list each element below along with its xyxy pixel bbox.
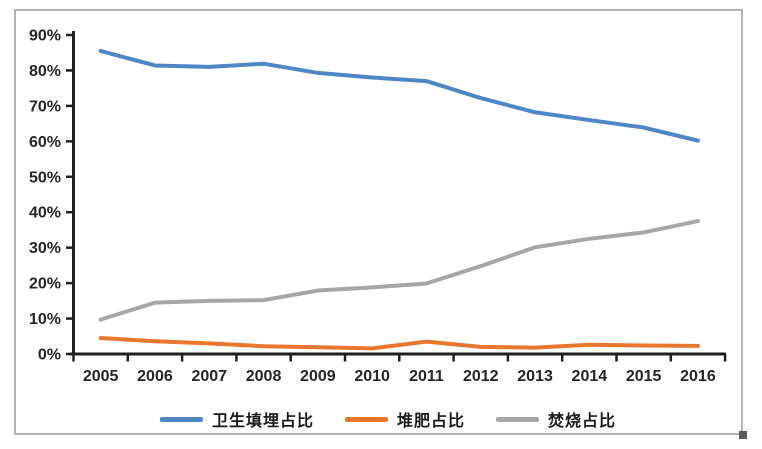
legend-item-0: 卫生填埋占比 (160, 407, 314, 431)
legend-label: 卫生填埋占比 (212, 413, 315, 430)
x-axis-tick-label: 2008 (246, 368, 282, 385)
x-axis-tick-label: 2010 (354, 368, 390, 385)
chart-frame (14, 9, 743, 435)
chart-legend: 卫生填埋占比 堆肥占比 焚烧占比 (160, 407, 616, 431)
legend-swatch-icon (345, 416, 389, 422)
y-axis-tick-label: 60% (29, 134, 61, 151)
x-axis-tick-label: 2011 (409, 368, 444, 385)
x-axis-tick-label: 2007 (191, 368, 227, 385)
legend-swatch-icon (160, 416, 203, 422)
x-axis-tick-label: 2014 (572, 368, 608, 385)
legend-item-2: 焚烧占比 (496, 407, 616, 431)
x-axis-tick-label: 2015 (626, 368, 662, 385)
x-axis-tick-label: 2016 (680, 368, 716, 385)
x-axis-tick-label: 2006 (137, 368, 173, 385)
y-axis-tick-label: 50% (29, 169, 61, 186)
y-axis-tick-label: 70% (29, 98, 61, 115)
y-axis-tick-label: 0% (38, 347, 61, 364)
legend-swatch-icon (496, 416, 540, 422)
y-axis-tick-label: 90% (29, 28, 61, 45)
y-axis-tick-label: 80% (29, 63, 61, 80)
series-line-1 (98, 336, 700, 351)
legend-item-1: 堆肥占比 (345, 407, 465, 431)
x-axis-tick-label: 2005 (83, 368, 119, 385)
y-axis-tick-label: 20% (29, 276, 61, 293)
frame-corner-handle (739, 431, 747, 439)
x-axis-tick-label: 2013 (517, 368, 553, 385)
series-line-0 (98, 48, 700, 143)
series-line-2 (98, 219, 700, 322)
legend-label: 堆肥占比 (397, 413, 466, 430)
y-axis-tick-label: 40% (29, 205, 61, 222)
x-axis-tick-label: 2012 (463, 368, 499, 385)
y-axis-tick-label: 30% (29, 240, 61, 257)
legend-label: 焚烧占比 (548, 413, 617, 430)
x-axis-tick-label: 2009 (300, 368, 336, 385)
y-axis-tick-label: 10% (29, 311, 61, 328)
